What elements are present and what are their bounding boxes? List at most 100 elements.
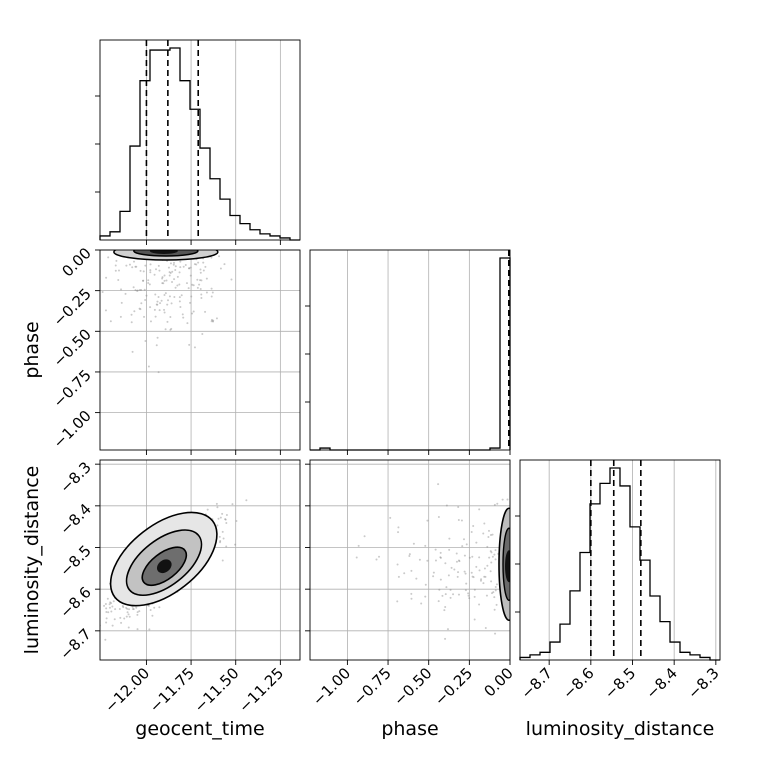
scatter-point [221, 512, 224, 515]
scatter-point [138, 610, 141, 613]
scatter-point [178, 296, 181, 299]
scatter-point [132, 608, 135, 611]
scatter-point [158, 606, 161, 609]
scatter-point [468, 556, 471, 559]
scatter-point [473, 588, 476, 591]
scatter-point [457, 559, 460, 562]
scatter-point [136, 611, 139, 614]
scatter-point [149, 609, 152, 612]
scatter-point [444, 593, 447, 596]
scatter-point [145, 294, 148, 297]
scatter-point [163, 308, 166, 311]
scatter-point [457, 593, 460, 596]
scatter-point [201, 332, 204, 335]
scatter-point [199, 268, 202, 271]
scatter-point [142, 270, 145, 273]
scatter-point [424, 544, 427, 547]
scatter-point [465, 543, 468, 546]
scatter-point [168, 274, 171, 277]
histogram-phase [305, 249, 511, 455]
scatter-point [449, 588, 452, 591]
scatter-point [135, 265, 138, 268]
scatter-point [200, 279, 203, 282]
scatter-point [465, 582, 468, 585]
scatter-point [415, 577, 418, 580]
scatter-point [144, 299, 147, 302]
scatter-point [467, 594, 470, 597]
scatter-point [464, 572, 467, 575]
scatter-point [196, 278, 199, 281]
scatter-point [478, 508, 481, 511]
scatter-point [144, 264, 147, 267]
scatter-point [456, 575, 459, 578]
scatter-point [155, 344, 158, 347]
scatter-point [154, 315, 157, 318]
scatter-point [153, 308, 156, 311]
scatter-point [182, 316, 185, 319]
scatter-point [193, 263, 196, 266]
scatter-point [149, 269, 152, 272]
panels: −8.7 −8.6 −8.5 −8.4 −8.3−1.00−0.75−0.50−0.25… [50, 39, 723, 716]
scatter-point [438, 588, 441, 591]
scatter-point [199, 279, 202, 282]
scatter-point [494, 586, 497, 589]
scatter-point [157, 371, 160, 374]
scatter-point [452, 593, 455, 596]
scatter-point [140, 302, 143, 305]
scatter-point [493, 596, 496, 599]
scatter-point [163, 294, 166, 297]
scatter-point [193, 346, 196, 349]
x-tick-label: 0.00 [480, 664, 516, 700]
scatter-point [494, 632, 497, 635]
scatter-point [234, 543, 237, 546]
scatter-point [225, 545, 228, 548]
scatter-point [470, 531, 473, 534]
x-tick-label: −8.6 [559, 664, 597, 702]
scatter-point [457, 571, 460, 574]
scatter-point [125, 606, 128, 609]
scatter-point [218, 255, 221, 258]
y-tick-label: −8.5 [56, 542, 94, 580]
scatter-point [495, 603, 498, 606]
scatter-point [397, 531, 400, 534]
scatter-point [188, 343, 191, 346]
scatter-point [493, 608, 496, 611]
scatter-point [426, 519, 429, 522]
scatter-point [164, 328, 167, 331]
scatter-point [105, 621, 108, 624]
scatter-point [173, 278, 176, 281]
scatter-point [115, 259, 118, 262]
scatter-point [210, 320, 213, 323]
scatter-point [104, 309, 107, 312]
scatter-point [127, 626, 130, 629]
scatter-point [478, 603, 481, 606]
scatter-point [219, 516, 222, 519]
scatter-point [112, 600, 115, 603]
scatter-point [110, 602, 113, 605]
scatter-point [450, 566, 453, 569]
x-tick-label: −0.25 [431, 664, 476, 709]
scatter-point [143, 315, 146, 318]
scatter-point [410, 597, 413, 600]
scatter-point [501, 498, 504, 501]
scatter-point [188, 267, 191, 270]
scatter-point [131, 608, 134, 611]
scatter-point [148, 283, 151, 286]
scatter-point [397, 575, 400, 578]
scatter-point [478, 569, 481, 572]
scatter-point [128, 263, 131, 266]
scatter-point [114, 264, 117, 267]
scatter-point [482, 582, 485, 585]
scatter-point [156, 303, 159, 306]
scatter-point [157, 264, 160, 267]
scatter-point [494, 549, 497, 552]
scatter-point [355, 556, 358, 559]
scatter-point [147, 279, 150, 282]
scatter-point [142, 279, 145, 282]
scatter-point [471, 575, 474, 578]
scatter-point [166, 320, 169, 323]
scatter-point [111, 605, 114, 608]
scatter-point [210, 318, 213, 321]
density-geocent_time-vs-phase: −1.00−0.75−0.50−0.25 0.00 [50, 244, 301, 455]
